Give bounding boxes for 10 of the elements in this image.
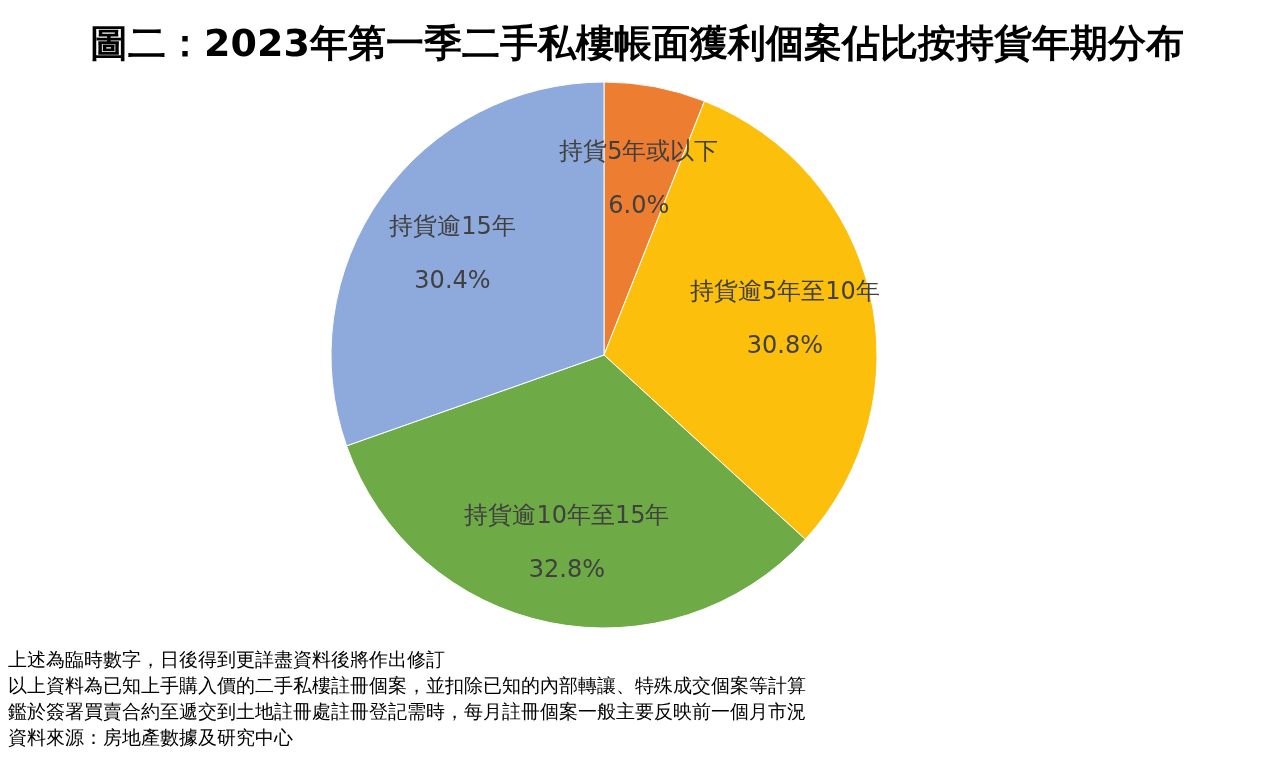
data-label: 30.4% bbox=[414, 265, 491, 294]
data-label: 32.8% bbox=[528, 554, 606, 583]
text: 鑑於簽署買賣合約至遞交到土地註冊處註冊登記需時，每月註冊個案一般主要反映前一個月市況 bbox=[8, 700, 806, 722]
chart-title: 圖二：2023年第一季二手私樓帳面獲利個案佔比按持貨年期分布 bbox=[90, 21, 1184, 65]
text: 以上資料為已知上手購入價的二手私樓註冊個案，並扣除已知的內部轉讓、特殊成交個案等計算 bbox=[8, 674, 806, 696]
text: 上述為臨時數字，日後得到更詳盡資料後將作出修訂 bbox=[8, 648, 445, 670]
slice-label: 持貨逾15年 bbox=[389, 211, 516, 240]
source-note: 資料來源：房地產數據及研究中心 bbox=[8, 726, 293, 748]
data-label: 30.8% bbox=[746, 331, 824, 360]
slice-label: 持貨逾10年至15年 bbox=[464, 500, 670, 529]
